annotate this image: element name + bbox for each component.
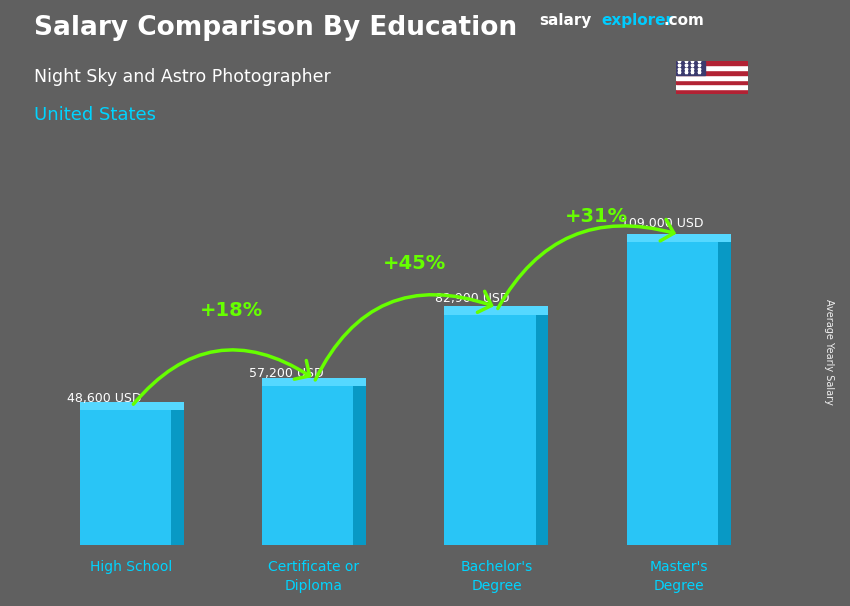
Bar <box>445 307 548 315</box>
Text: Certificate or
Diploma: Certificate or Diploma <box>269 561 360 593</box>
Bar <box>676 70 748 75</box>
Text: 82,900 USD: 82,900 USD <box>435 293 510 305</box>
Bar <box>80 402 184 410</box>
FancyArrowPatch shape <box>498 219 674 308</box>
Text: Bachelor's
Degree: Bachelor's Degree <box>461 561 533 593</box>
Text: 57,200 USD: 57,200 USD <box>249 367 324 380</box>
Bar <box>676 79 748 84</box>
Bar <box>80 410 171 545</box>
Bar <box>262 378 366 386</box>
Text: Night Sky and Astro Photographer: Night Sky and Astro Photographer <box>34 68 331 86</box>
Bar <box>676 84 748 89</box>
Bar <box>536 315 548 545</box>
Text: 48,600 USD: 48,600 USD <box>67 391 141 405</box>
Text: Salary Comparison By Education: Salary Comparison By Education <box>34 15 517 41</box>
Text: explorer: explorer <box>602 13 674 28</box>
Text: +18%: +18% <box>201 301 264 320</box>
Text: High School: High School <box>90 561 173 574</box>
Bar <box>718 242 731 545</box>
Bar <box>627 242 718 545</box>
Bar <box>627 234 731 242</box>
Text: +45%: +45% <box>382 255 446 273</box>
FancyArrowPatch shape <box>133 350 309 404</box>
Text: +31%: +31% <box>565 207 628 226</box>
Bar <box>171 410 184 545</box>
Bar <box>445 315 536 545</box>
Bar <box>354 386 366 545</box>
Bar <box>676 75 748 79</box>
FancyArrowPatch shape <box>315 291 491 380</box>
Text: salary: salary <box>540 13 592 28</box>
Text: 109,000 USD: 109,000 USD <box>621 217 704 230</box>
Text: Master's
Degree: Master's Degree <box>649 561 708 593</box>
Text: Average Yearly Salary: Average Yearly Salary <box>824 299 834 404</box>
Bar <box>676 61 705 75</box>
Text: United States: United States <box>34 106 156 124</box>
Text: .com: .com <box>664 13 705 28</box>
Bar <box>262 386 354 545</box>
Bar <box>676 61 748 65</box>
Bar <box>676 65 748 70</box>
Bar <box>676 89 748 94</box>
